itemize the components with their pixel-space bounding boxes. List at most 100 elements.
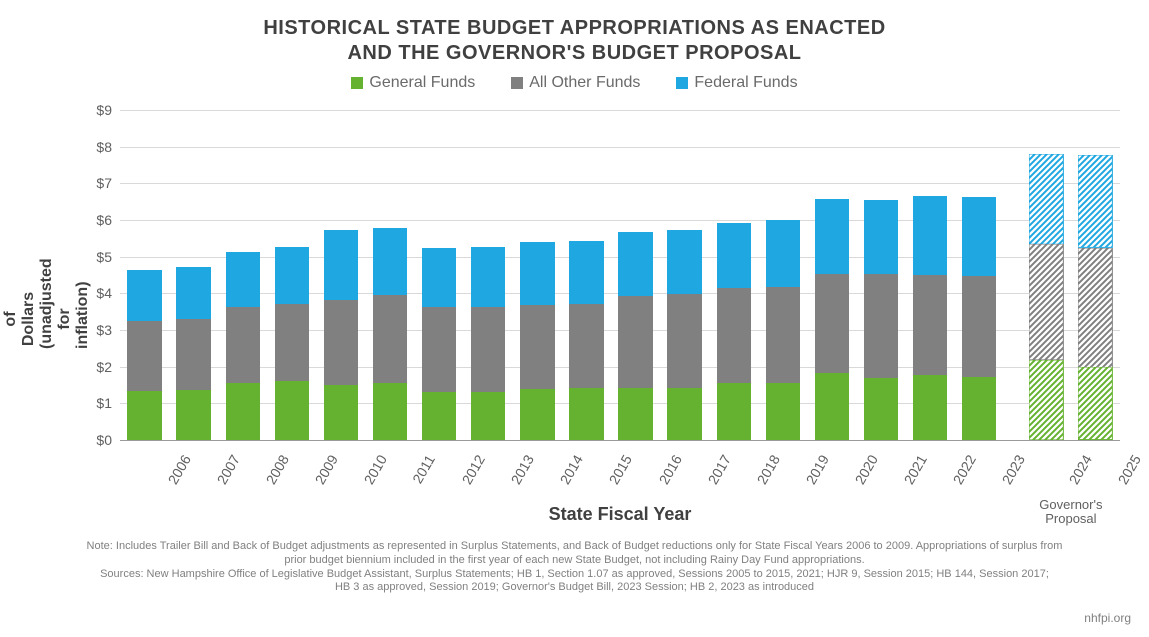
bar-seg-other bbox=[618, 296, 652, 388]
chart-title-line1: HISTORICAL STATE BUDGET APPROPRIATIONS A… bbox=[0, 16, 1149, 41]
bar-seg-general bbox=[667, 388, 701, 440]
bar-seg-federal bbox=[717, 223, 751, 288]
y-tick-label: $1 bbox=[72, 395, 112, 411]
y-tick-label: $6 bbox=[72, 212, 112, 228]
plot-area bbox=[120, 110, 1120, 440]
bar-seg-other bbox=[1078, 248, 1112, 368]
x-tick-label: 2019 bbox=[802, 452, 831, 487]
bar-seg-federal bbox=[275, 247, 309, 303]
y-tick-label: $4 bbox=[72, 285, 112, 301]
bar-2012 bbox=[422, 248, 456, 440]
legend-label-other: All Other Funds bbox=[529, 74, 640, 92]
bar-seg-general bbox=[520, 389, 554, 440]
y-tick-label: $2 bbox=[72, 359, 112, 375]
bar-2006 bbox=[127, 270, 161, 440]
x-tick-label: 2018 bbox=[753, 452, 782, 487]
bar-seg-other bbox=[127, 321, 161, 391]
bar-seg-general bbox=[226, 383, 260, 440]
x-tick-label: 2007 bbox=[213, 452, 242, 487]
gridline bbox=[120, 183, 1120, 184]
x-tick-label: 2015 bbox=[606, 452, 635, 487]
bar-seg-federal bbox=[913, 196, 947, 275]
x-tick-label: 2009 bbox=[311, 452, 340, 487]
bar-seg-general bbox=[766, 383, 800, 440]
bar-2007 bbox=[176, 267, 210, 440]
bar-seg-federal bbox=[324, 230, 358, 300]
x-tick-label: 2008 bbox=[262, 452, 291, 487]
bar-seg-general bbox=[275, 381, 309, 440]
legend-item-federal: Federal Funds bbox=[676, 74, 797, 92]
bar-seg-federal bbox=[176, 267, 210, 319]
bar-seg-federal bbox=[373, 228, 407, 295]
bar-seg-federal bbox=[127, 270, 161, 321]
footnotes: Note: Includes Trailer Bill and Back of … bbox=[40, 540, 1109, 595]
bar-seg-other bbox=[471, 307, 505, 393]
x-tick-label: 2021 bbox=[901, 452, 930, 487]
bar-seg-federal bbox=[569, 241, 603, 303]
legend-item-general: General Funds bbox=[351, 74, 475, 92]
chart-title-line2: AND THE GOVERNOR'S BUDGET PROPOSAL bbox=[0, 41, 1149, 66]
footnote-line: prior budget biennium included in the fi… bbox=[40, 554, 1109, 568]
x-tick-label: 2014 bbox=[557, 452, 586, 487]
bar-2015 bbox=[569, 241, 603, 440]
bar-seg-other bbox=[962, 276, 996, 377]
governor-proposal-label: Governor's Proposal bbox=[1026, 498, 1116, 527]
y-tick-label: $7 bbox=[72, 175, 112, 191]
y-tick-label: $9 bbox=[72, 102, 112, 118]
bar-2023 bbox=[962, 197, 996, 440]
x-tick-label: 2010 bbox=[361, 452, 390, 487]
bar-2016 bbox=[618, 232, 652, 440]
bar-seg-other bbox=[766, 287, 800, 382]
bar-2018 bbox=[717, 223, 751, 440]
bar-seg-federal bbox=[962, 197, 996, 276]
x-tick-label: 2013 bbox=[508, 452, 537, 487]
site-credit: nhfpi.org bbox=[1084, 611, 1131, 625]
legend-swatch-other bbox=[511, 77, 523, 89]
bar-seg-general bbox=[127, 391, 161, 440]
bar-2013 bbox=[471, 247, 505, 440]
bar-seg-other bbox=[667, 294, 701, 388]
bar-seg-general bbox=[1029, 360, 1063, 440]
bar-seg-other bbox=[717, 288, 751, 383]
bar-seg-federal bbox=[226, 252, 260, 307]
bar-seg-other bbox=[275, 304, 309, 381]
x-tick-label: 2024 bbox=[1066, 452, 1095, 487]
bar-seg-other bbox=[864, 274, 898, 379]
bar-2020 bbox=[815, 199, 849, 440]
bar-seg-general bbox=[815, 373, 849, 440]
y-axis-title-line1: Billions of Dollars bbox=[0, 289, 38, 349]
legend-label-general: General Funds bbox=[369, 74, 475, 92]
bar-2008 bbox=[226, 252, 260, 440]
bar-seg-federal bbox=[864, 200, 898, 273]
bar-seg-federal bbox=[1029, 154, 1063, 244]
bar-seg-federal bbox=[422, 248, 456, 307]
bar-seg-general bbox=[324, 385, 358, 440]
bar-seg-other bbox=[324, 300, 358, 385]
bar-2017 bbox=[667, 230, 701, 440]
y-tick-label: $8 bbox=[72, 139, 112, 155]
gridline bbox=[120, 147, 1120, 148]
footnote-line: HB 3 as approved, Session 2019; Governor… bbox=[40, 581, 1109, 595]
chart-container: HISTORICAL STATE BUDGET APPROPRIATIONS A… bbox=[0, 0, 1149, 637]
y-tick-label: $0 bbox=[72, 432, 112, 448]
bar-seg-general bbox=[864, 378, 898, 440]
x-tick-label: 2023 bbox=[999, 452, 1028, 487]
bar-2019 bbox=[766, 220, 800, 440]
x-tick-label: 2006 bbox=[164, 452, 193, 487]
bar-2022 bbox=[913, 196, 947, 440]
bar-seg-general bbox=[373, 383, 407, 440]
bar-seg-general bbox=[618, 388, 652, 440]
legend-swatch-federal bbox=[676, 77, 688, 89]
x-tick-label: 2016 bbox=[655, 452, 684, 487]
x-tick-label: 2017 bbox=[704, 452, 733, 487]
bar-seg-federal bbox=[766, 220, 800, 287]
bar-2021 bbox=[864, 200, 898, 440]
bar-seg-general bbox=[717, 383, 751, 440]
x-tick-label: 2022 bbox=[950, 452, 979, 487]
x-axis-line bbox=[120, 440, 1120, 441]
bar-seg-other bbox=[815, 274, 849, 373]
bar-seg-federal bbox=[815, 199, 849, 274]
legend-swatch-general bbox=[351, 77, 363, 89]
x-tick-label: 2011 bbox=[409, 452, 438, 486]
bar-seg-other bbox=[176, 319, 210, 389]
